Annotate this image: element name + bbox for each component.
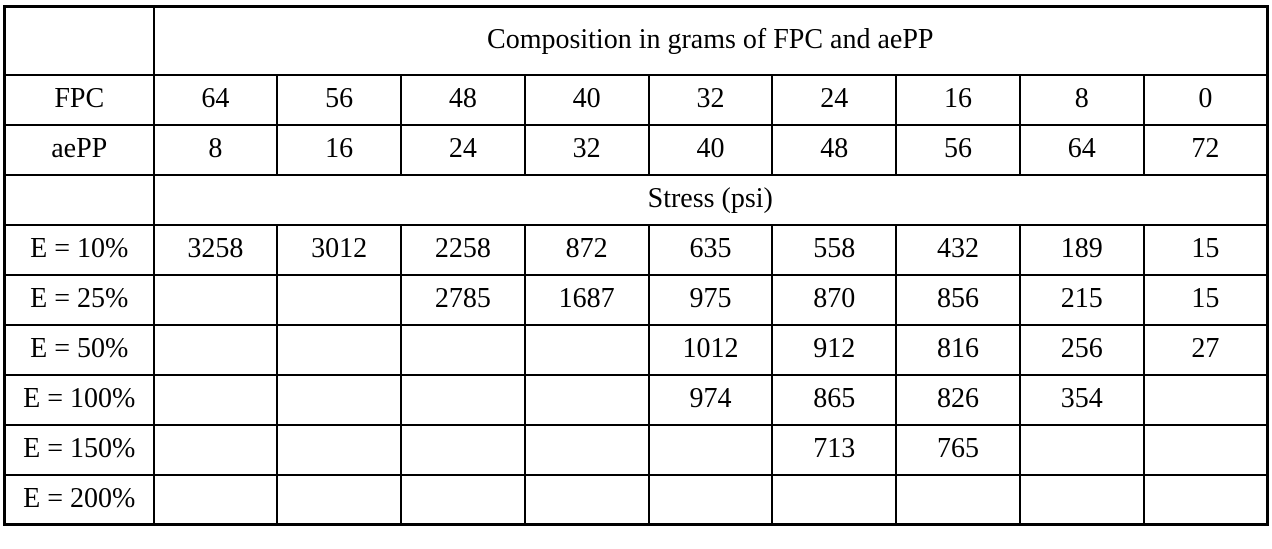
data-cell: 2785 [400,273,526,326]
redacted-cell [895,473,1021,526]
data-cell: 15 [1142,223,1269,276]
data-cell: 48 [400,73,526,126]
redacted-cell [276,273,403,326]
data-cell: 1012 [647,323,774,376]
redacted-cell [400,323,526,376]
redacted-cell [400,473,526,526]
redacted-cell [276,373,403,426]
data-cell: 8 [152,123,279,176]
redacted-cell [523,323,650,376]
data-cell: 64 [1018,123,1145,176]
redacted-cell [523,373,650,426]
row-label-cell: E = 10% [3,223,155,276]
data-cell: 872 [523,223,650,276]
row-label-cell: E = 200% [3,473,155,526]
redacted-cell [1018,473,1145,526]
data-cell: 27 [1142,323,1269,376]
row-label-cell: E = 100% [3,373,155,426]
redacted-cell [276,473,403,526]
data-cell: 975 [647,273,774,326]
table-row: E = 200% [3,473,1269,526]
redacted-cell [152,373,279,426]
data-cell: 765 [895,423,1021,476]
composition-stress-table: Composition in grams of FPC and aePP FPC 6… [3,5,1269,526]
redacted-cell [523,473,650,526]
table-row: FPC 64 56 48 40 32 24 16 8 0 [3,73,1269,126]
table-row: E = 50% 1012 912 816 256 27 [3,323,1269,376]
data-cell: 56 [895,123,1021,176]
data-cell: 16 [895,73,1021,126]
redacted-cell [152,423,279,476]
redacted-cell [1142,423,1269,476]
data-cell: 974 [647,373,774,426]
data-cell: 24 [771,73,898,126]
table-row: E = 150% 713 765 [3,423,1269,476]
stress-label-corner-cell [3,173,155,226]
data-cell: 432 [895,223,1021,276]
redacted-cell [152,473,279,526]
row-label-cell: E = 150% [3,423,155,476]
data-cell: 72 [1142,123,1269,176]
table-row: E = 25% 2785 1687 975 870 856 215 15 [3,273,1269,326]
data-cell: 40 [647,123,774,176]
redacted-cell [276,423,403,476]
data-cell: 16 [276,123,403,176]
table-row: Composition in grams of FPC and aePP [3,5,1269,76]
data-cell: 64 [152,73,279,126]
data-cell: 15 [1142,273,1269,326]
redacted-cell [152,323,279,376]
data-cell: 635 [647,223,774,276]
data-cell: 24 [400,123,526,176]
composition-header-cell: Composition in grams of FPC and aePP [152,5,1269,76]
table-row: E = 100% 974 865 826 354 [3,373,1269,426]
data-cell: 40 [523,73,650,126]
row-label-cell: FPC [3,73,155,126]
redacted-cell [400,373,526,426]
data-cell: 189 [1018,223,1145,276]
data-cell: 713 [771,423,898,476]
row-label-cell: E = 50% [3,323,155,376]
data-cell: 856 [895,273,1021,326]
redacted-cell [1142,473,1269,526]
redacted-cell [400,423,526,476]
data-cell: 3012 [276,223,403,276]
data-cell: 3258 [152,223,279,276]
data-cell: 870 [771,273,898,326]
corner-cell [3,5,155,76]
data-cell: 56 [276,73,403,126]
data-cell: 8 [1018,73,1145,126]
table-row: E = 10% 3258 3012 2258 872 635 558 432 189 15 [3,223,1269,276]
table-row: Stress (psi) [3,173,1269,226]
data-cell: 32 [647,73,774,126]
row-label-cell: E = 25% [3,273,155,326]
row-label-cell: aePP [3,123,155,176]
table-row: aePP 8 16 24 32 40 48 56 64 72 [3,123,1269,176]
data-cell: 32 [523,123,650,176]
redacted-cell [276,323,403,376]
redacted-cell [523,423,650,476]
stress-header-cell: Stress (psi) [152,173,1269,226]
data-cell: 558 [771,223,898,276]
data-cell: 354 [1018,373,1145,426]
data-cell: 256 [1018,323,1145,376]
data-cell: 2258 [400,223,526,276]
data-cell: 1687 [523,273,650,326]
redacted-cell [1018,423,1145,476]
data-cell: 865 [771,373,898,426]
data-cell: 816 [895,323,1021,376]
data-cell: 215 [1018,273,1145,326]
data-cell: 0 [1142,73,1269,126]
data-cell: 48 [771,123,898,176]
redacted-cell [647,423,774,476]
redacted-cell [1142,373,1269,426]
redacted-cell [647,473,774,526]
redacted-cell [771,473,898,526]
data-cell: 826 [895,373,1021,426]
data-cell: 912 [771,323,898,376]
redacted-cell [152,273,279,326]
